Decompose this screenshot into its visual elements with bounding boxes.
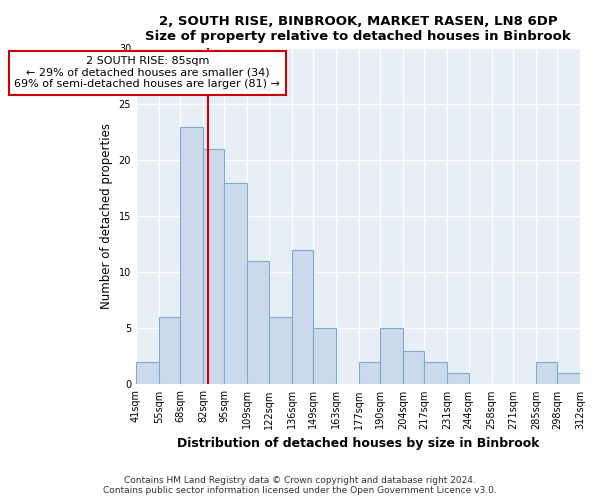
Bar xyxy=(180,127,203,384)
Bar xyxy=(136,362,159,384)
Bar xyxy=(203,149,224,384)
Bar xyxy=(536,362,557,384)
Bar xyxy=(557,373,580,384)
Bar xyxy=(447,373,469,384)
Y-axis label: Number of detached properties: Number of detached properties xyxy=(100,124,113,310)
Bar xyxy=(380,328,403,384)
Bar xyxy=(247,261,269,384)
X-axis label: Distribution of detached houses by size in Binbrook: Distribution of detached houses by size … xyxy=(177,437,539,450)
Bar xyxy=(359,362,380,384)
Bar xyxy=(159,317,180,384)
Bar xyxy=(424,362,447,384)
Bar xyxy=(269,317,292,384)
Text: Contains HM Land Registry data © Crown copyright and database right 2024.
Contai: Contains HM Land Registry data © Crown c… xyxy=(103,476,497,495)
Title: 2, SOUTH RISE, BINBROOK, MARKET RASEN, LN8 6DP
Size of property relative to deta: 2, SOUTH RISE, BINBROOK, MARKET RASEN, L… xyxy=(145,15,571,43)
Bar xyxy=(403,351,424,384)
Text: 2 SOUTH RISE: 85sqm
← 29% of detached houses are smaller (34)
69% of semi-detach: 2 SOUTH RISE: 85sqm ← 29% of detached ho… xyxy=(14,56,280,90)
Bar xyxy=(224,183,247,384)
Bar xyxy=(292,250,313,384)
Bar xyxy=(313,328,336,384)
